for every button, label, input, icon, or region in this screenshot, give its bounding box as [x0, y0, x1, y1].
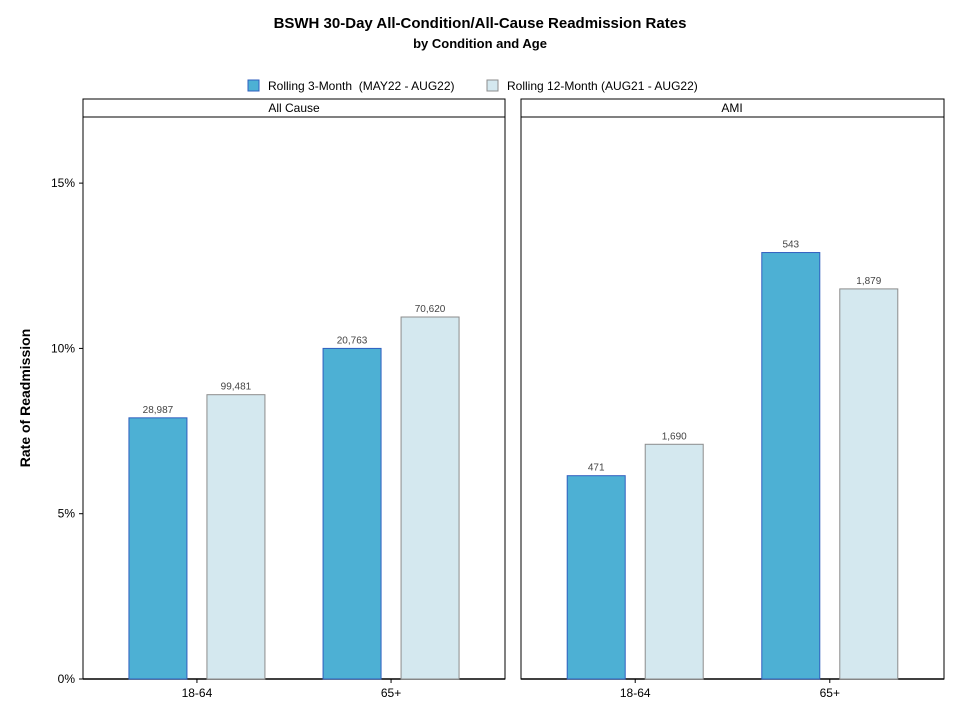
y-axis-label: Rate of Readmission	[17, 329, 33, 467]
y-tick-label: 5%	[58, 507, 76, 521]
legend-swatch-rolling-3-month	[247, 79, 260, 92]
bar-rolling-3-month-65plus	[322, 347, 382, 680]
legend-label-rolling-3-month: Rolling 3-Month (MAY22 - AUG22)	[268, 79, 455, 93]
y-tick-label: 0%	[58, 672, 76, 686]
bar-count-label: 471	[588, 463, 605, 474]
bar-count-label: 543	[782, 240, 799, 251]
bar-rolling-12-month-18-64	[644, 443, 704, 680]
bar-rolling-12-month-65plus	[839, 288, 899, 680]
x-tick-label: 65+	[820, 686, 840, 700]
panel-strip-label: AMI	[721, 101, 742, 115]
bar-rolling-3-month-18-64	[128, 417, 188, 680]
y-tick-label: 15%	[51, 176, 75, 190]
panel-ami: AMI 471 1,690 18-64 543 1,879 65+	[520, 98, 945, 700]
bar-count-label: 28,987	[143, 405, 174, 416]
bar-count-label: 99,481	[221, 382, 252, 393]
legend: Rolling 3-Month (MAY22 - AUG22) Rolling …	[247, 79, 698, 93]
legend-swatch-rolling-12-month	[486, 79, 499, 92]
bar-count-label: 1,690	[662, 431, 687, 442]
bar-rolling-3-month-65plus	[761, 252, 821, 680]
bar-rolling-12-month-65plus	[400, 316, 460, 680]
panel-strip-label: All Cause	[268, 101, 320, 115]
x-tick-label: 18-64	[620, 686, 651, 700]
x-tick-label: 65+	[381, 686, 401, 700]
panel-all-cause: All Cause 28,987 99,481 18-64 20,763 70,620 6…	[82, 98, 506, 700]
bar-rolling-12-month-18-64	[206, 394, 266, 680]
bar-rolling-3-month-18-64	[566, 475, 626, 680]
chart-title: BSWH 30-Day All-Condition/All-Cause Read…	[274, 15, 687, 32]
y-axis-ticks: 0% 5% 10% 15%	[51, 176, 83, 686]
y-tick-label: 10%	[51, 341, 75, 355]
bar-count-label: 20,763	[337, 335, 368, 346]
legend-label-rolling-12-month: Rolling 12-Month (AUG21 - AUG22)	[507, 79, 698, 93]
bar-count-label: 70,620	[415, 304, 446, 315]
bar-count-label: 1,879	[856, 276, 881, 287]
x-tick-label: 18-64	[182, 686, 213, 700]
chart-subtitle: by Condition and Age	[413, 36, 547, 51]
